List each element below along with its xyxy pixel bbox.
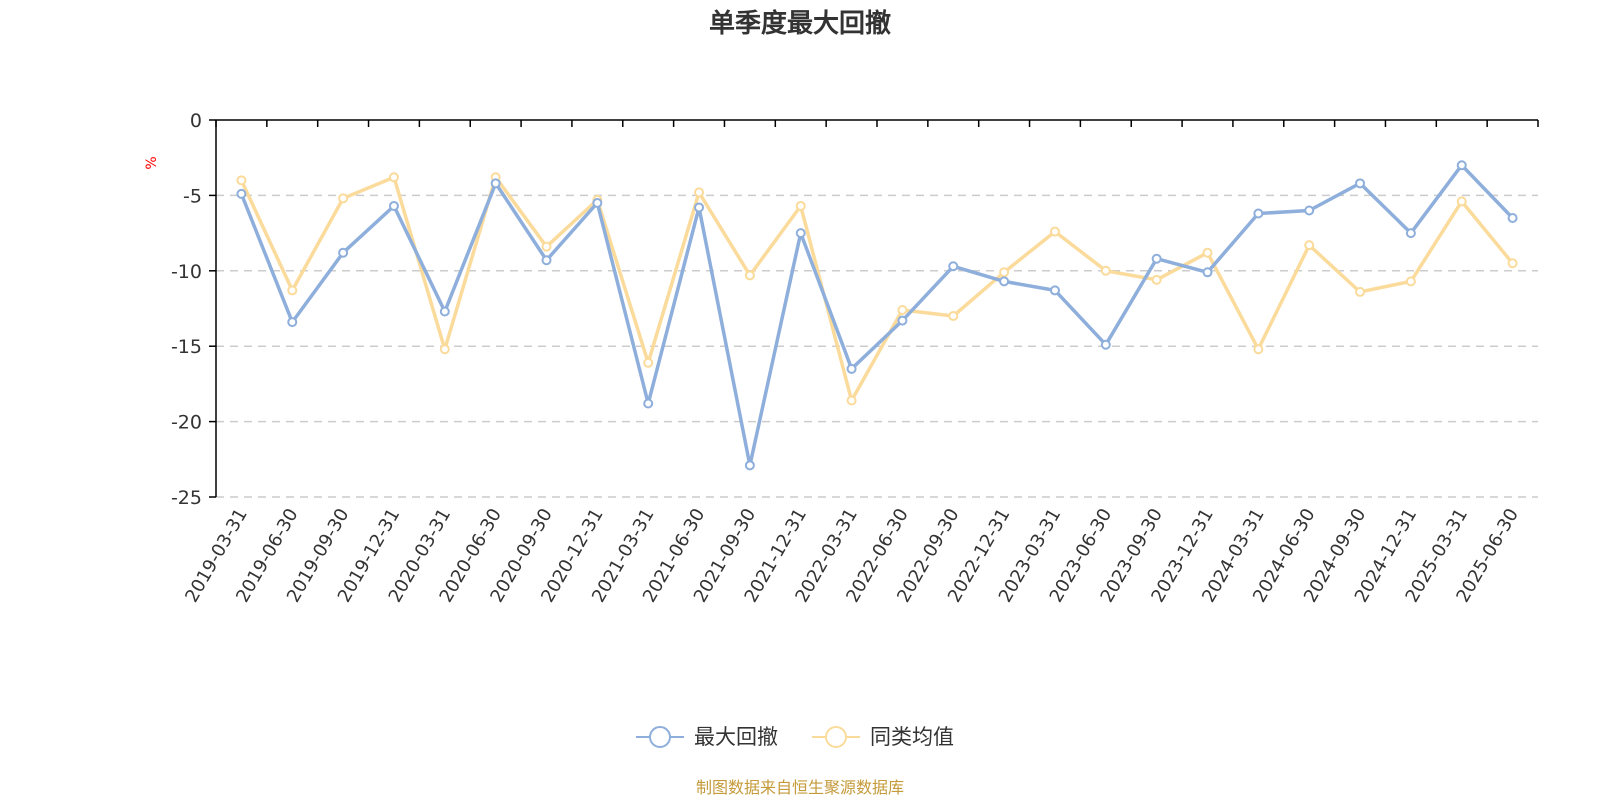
- data-point[interactable]: [1355, 286, 1366, 297]
- data-point[interactable]: [643, 357, 654, 368]
- series-layer: [236, 160, 1518, 471]
- data-point[interactable]: [1151, 253, 1162, 264]
- data-point[interactable]: [694, 202, 705, 213]
- data-point[interactable]: [287, 285, 298, 296]
- y-tick-labels: 0 -5 -10 -15 -20 -25: [171, 110, 202, 509]
- data-point[interactable]: [1049, 285, 1060, 296]
- data-point[interactable]: [948, 261, 959, 272]
- data-point[interactable]: [744, 460, 755, 471]
- data-point[interactable]: [388, 200, 399, 211]
- data-point[interactable]: [1405, 276, 1416, 287]
- data-point[interactable]: [897, 305, 908, 316]
- data-point[interactable]: [1202, 267, 1213, 278]
- y-tick-label: -25: [171, 487, 202, 509]
- legend-marker-drawdown: [649, 726, 671, 748]
- data-point[interactable]: [694, 187, 705, 198]
- data-point[interactable]: [1304, 240, 1315, 251]
- series-line: [239, 163, 1514, 468]
- series-line: [239, 175, 1514, 403]
- chart-title: 单季度最大回撤: [709, 8, 891, 39]
- data-point[interactable]: [1355, 178, 1366, 189]
- data-point[interactable]: [439, 306, 450, 317]
- data-point[interactable]: [744, 270, 755, 281]
- y-tick-label: 0: [190, 110, 202, 132]
- data-point[interactable]: [1456, 160, 1467, 171]
- data-point[interactable]: [1100, 339, 1111, 350]
- data-point[interactable]: [846, 395, 857, 406]
- series-0: [236, 160, 1518, 471]
- series-1: [236, 172, 1518, 406]
- data-point[interactable]: [236, 188, 247, 199]
- data-point[interactable]: [1304, 205, 1315, 216]
- data-point[interactable]: [439, 344, 450, 355]
- data-point[interactable]: [287, 317, 298, 328]
- data-point[interactable]: [338, 193, 349, 204]
- data-point[interactable]: [1100, 265, 1111, 276]
- data-point[interactable]: [490, 178, 501, 189]
- data-point[interactable]: [1253, 344, 1264, 355]
- data-point[interactable]: [1507, 258, 1518, 269]
- legend-item-drawdown[interactable]: 最大回撤: [636, 725, 778, 749]
- data-point[interactable]: [1151, 274, 1162, 285]
- data-point[interactable]: [236, 175, 247, 186]
- data-point[interactable]: [948, 311, 959, 322]
- data-point[interactable]: [1202, 247, 1213, 258]
- legend-marker-peer-average: [825, 726, 847, 748]
- data-point[interactable]: [999, 276, 1010, 287]
- data-point[interactable]: [1456, 196, 1467, 207]
- data-point[interactable]: [846, 363, 857, 374]
- x-tick-labels: 2019-03-312019-06-302019-09-302019-12-31…: [181, 505, 1523, 606]
- data-point[interactable]: [1507, 213, 1518, 224]
- y-tick-label: -15: [171, 336, 202, 358]
- y-axis-unit: %: [144, 156, 160, 169]
- legend-item-peer-average[interactable]: 同类均值: [812, 725, 954, 749]
- y-tick-label: -5: [183, 185, 202, 207]
- data-point[interactable]: [338, 247, 349, 258]
- legend-label-drawdown: 最大回撤: [694, 725, 778, 749]
- data-point[interactable]: [1049, 226, 1060, 237]
- axis-layer: [209, 119, 1539, 498]
- data-point[interactable]: [592, 197, 603, 208]
- legend[interactable]: 最大回撤 同类均值: [636, 725, 954, 749]
- data-point[interactable]: [795, 228, 806, 239]
- data-point[interactable]: [541, 255, 552, 266]
- data-point[interactable]: [999, 267, 1010, 278]
- data-point[interactable]: [897, 315, 908, 326]
- y-tick-label: -20: [171, 412, 202, 434]
- data-point[interactable]: [643, 398, 654, 409]
- data-point[interactable]: [541, 241, 552, 252]
- data-point[interactable]: [1405, 228, 1416, 239]
- y-tick-label: -10: [171, 261, 202, 283]
- data-point[interactable]: [795, 200, 806, 211]
- source-note: 制图数据来自恒生聚源数据库: [696, 778, 904, 797]
- data-point[interactable]: [1253, 208, 1264, 219]
- data-point[interactable]: [388, 172, 399, 183]
- legend-label-peer-average: 同类均值: [870, 725, 954, 749]
